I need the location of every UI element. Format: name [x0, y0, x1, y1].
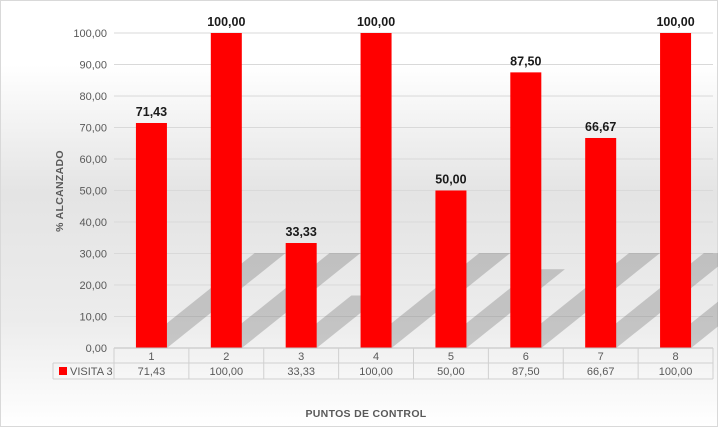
data-label: 87,50 [510, 54, 541, 68]
y-tick-label: 60,00 [79, 154, 107, 166]
legend-key [59, 367, 67, 375]
data-label: 100,00 [357, 15, 395, 29]
table-cell-value: 87,50 [512, 366, 540, 378]
data-label: 100,00 [207, 15, 245, 29]
bars [135, 33, 692, 348]
data-labels: 71,43 100,00 33,33 100,00 50,00 87,50 66,67 100… [136, 15, 695, 239]
category-label: 5 [448, 351, 454, 363]
table-cell-value: 50,00 [437, 366, 465, 378]
data-label: 50,00 [435, 173, 466, 187]
bar [585, 137, 617, 348]
table-cell-value: 66,67 [587, 366, 615, 378]
table-cell-value: 100,00 [209, 366, 243, 378]
table-cell-value: 100,00 [659, 366, 693, 378]
data-label: 71,43 [136, 105, 167, 119]
bar [660, 33, 692, 348]
legend-label: VISITA 3 [70, 366, 113, 378]
y-tick-label: 90,00 [79, 60, 107, 72]
y-tick-label: 10,00 [79, 312, 107, 324]
y-tick-label: 80,00 [79, 91, 107, 103]
bar [360, 33, 392, 348]
category-label: 2 [223, 351, 229, 363]
bar [135, 122, 167, 348]
data-label: 100,00 [656, 15, 694, 29]
table-cell-value: 33,33 [287, 366, 315, 378]
data-label: 33,33 [286, 225, 317, 239]
data-label: 66,67 [585, 120, 616, 134]
y-tick-label: 50,00 [79, 186, 107, 198]
y-tick-label: 40,00 [79, 217, 107, 229]
category-label: 7 [598, 351, 604, 363]
data-table: 1 71,43 2 100,00 3 33,33 4 100,00 5 50,00 6 87,50 7 6… [52, 347, 714, 380]
category-label: 3 [298, 351, 304, 363]
bar [210, 33, 242, 348]
x-axis-title: PUNTOS DE CONTROL [306, 408, 427, 420]
y-tick-label: 30,00 [79, 249, 107, 261]
y-tick-label: 0,00 [86, 343, 107, 355]
table-cell-value: 71,43 [138, 366, 166, 378]
y-axis-ticks: 0,00 10,00 20,00 30,00 40,00 50,00 60,00 70,00 8… [73, 28, 107, 355]
bar [285, 243, 317, 348]
y-axis-title: % ALCANZADO [54, 150, 66, 232]
category-label: 1 [148, 351, 154, 363]
bar [510, 72, 542, 348]
category-label: 4 [373, 351, 379, 363]
y-tick-label: 70,00 [79, 123, 107, 135]
table-cell-value: 100,00 [359, 366, 393, 378]
category-label: 8 [673, 351, 679, 363]
category-label: 6 [523, 351, 529, 363]
y-tick-label: 100,00 [73, 28, 107, 40]
bar [435, 190, 467, 348]
y-tick-label: 20,00 [79, 280, 107, 292]
